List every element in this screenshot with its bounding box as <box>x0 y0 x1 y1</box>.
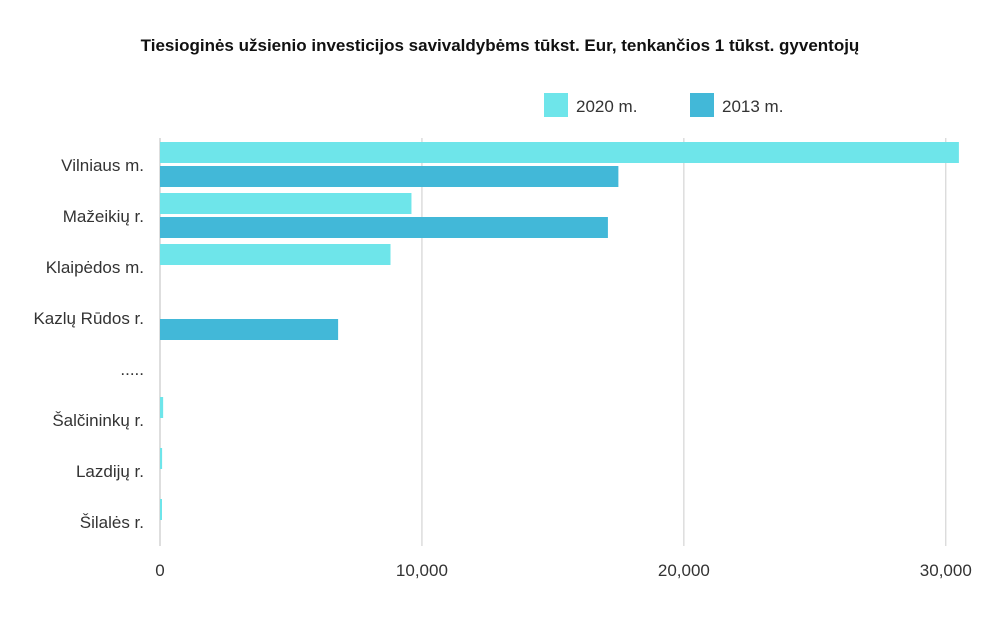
legend-label: 2020 m. <box>576 97 637 116</box>
bars <box>160 142 959 520</box>
legend: 2020 m. 2013 m. <box>544 93 783 117</box>
x-tick-label: 30,000 <box>920 561 972 580</box>
bar <box>160 244 391 265</box>
x-tick-label: 0 <box>155 561 164 580</box>
legend-swatch <box>544 93 568 117</box>
bar <box>160 499 162 520</box>
bar <box>160 217 608 238</box>
category-label: ..... <box>120 360 144 379</box>
chart-title: Tiesioginės užsienio investicijos saviva… <box>140 36 860 55</box>
x-tick-label: 10,000 <box>396 561 448 580</box>
category-label: Mažeikių r. <box>63 207 144 226</box>
category-label: Vilniaus m. <box>61 156 144 175</box>
bar <box>160 319 339 340</box>
bar <box>160 397 164 418</box>
x-tick-label: 20,000 <box>658 561 710 580</box>
legend-label: 2013 m. <box>722 97 783 116</box>
category-labels: Vilniaus m. Mažeikių r. Klaipėdos m. Kazlų … <box>33 156 144 532</box>
bar <box>160 142 959 163</box>
category-label: Klaipėdos m. <box>46 258 144 277</box>
category-label: Kazlų Rūdos r. <box>33 309 144 328</box>
legend-swatch <box>690 93 714 117</box>
x-tick-labels: 0 10,000 20,000 30,000 <box>155 561 972 580</box>
category-label: Šilalės r. <box>80 513 144 532</box>
category-label: Lazdijų r. <box>76 462 144 481</box>
bar <box>160 166 619 187</box>
bar <box>160 193 412 214</box>
bar <box>160 448 163 469</box>
category-label: Šalčininkų r. <box>52 411 144 430</box>
